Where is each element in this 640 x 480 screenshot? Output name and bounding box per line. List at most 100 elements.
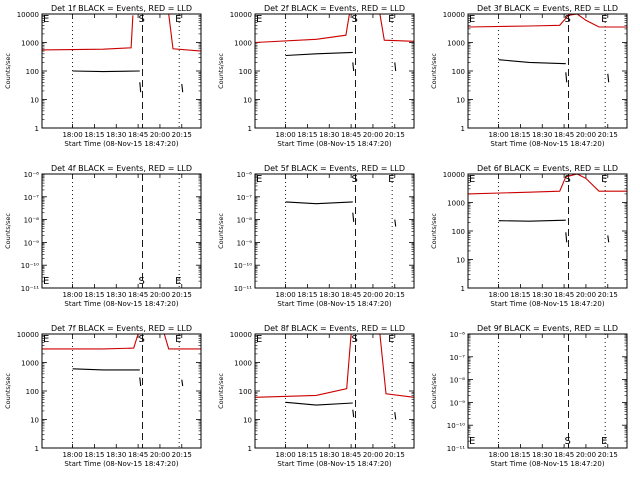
series-line-events xyxy=(139,82,142,93)
interval-marker-s: S xyxy=(138,334,144,345)
x-tick-label: 18:30 xyxy=(532,451,552,459)
chart-panel-3: Det 3f BLACK = Events, RED = LLD 1 10 100 10… xyxy=(430,4,628,148)
series-line-events xyxy=(352,212,355,222)
chart-title: Det 6f BLACK = Events, RED = LLD xyxy=(477,164,618,173)
series-line-lld xyxy=(467,173,627,195)
chart-panel-1: Det 1f BLACK = Events, RED = LLD 1 10 100 10… xyxy=(4,4,202,148)
y-tick-label: 100 xyxy=(26,388,39,396)
plot-frame xyxy=(254,333,415,449)
y-axis-label: Counts/sec xyxy=(430,373,438,409)
y-tick-label: 10⁻⁶ xyxy=(450,331,466,339)
y-tick-label: 1 xyxy=(35,125,39,133)
interval-marker-e: E xyxy=(601,174,607,185)
interval-marker-s: S xyxy=(564,174,570,185)
interval-marker-e: E xyxy=(175,334,181,345)
y-tick-label: 10⁻¹⁰ xyxy=(447,422,465,430)
y-tick-label: 10⁻⁷ xyxy=(24,194,40,202)
x-tick-label: 20:00 xyxy=(576,131,596,139)
y-tick-label: 10⁻⁹ xyxy=(450,399,466,407)
y-tick-label: 100 xyxy=(26,68,39,76)
chart-panel-5: Det 5f BLACK = Events, RED = LLD 10⁻¹¹ 10⁻… xyxy=(217,164,415,308)
y-tick-label: 1 xyxy=(461,285,465,293)
x-tick-label: 18:00 xyxy=(62,131,82,139)
x-tick-label: 20:00 xyxy=(150,131,170,139)
y-tick-label: 10 xyxy=(456,257,465,265)
x-tick-label: 18:30 xyxy=(106,131,126,139)
x-axis-label: Start Time (08-Nov-15 18:47:20) xyxy=(277,300,391,308)
y-tick-label: 100 xyxy=(452,68,465,76)
y-tick-label: 10⁻⁹ xyxy=(24,239,40,247)
y-tick-label: 1000 xyxy=(234,360,252,368)
x-tick-label: 20:00 xyxy=(363,451,383,459)
interval-marker-e: E xyxy=(43,276,49,287)
x-tick-label: 20:15 xyxy=(385,131,405,139)
series-line-events xyxy=(181,83,184,93)
plot-frame xyxy=(41,173,202,289)
chart-title: Det 7f BLACK = Events, RED = LLD xyxy=(51,324,192,333)
series-line-events xyxy=(72,70,140,73)
y-tick-label: 1 xyxy=(461,125,465,133)
chart-panel-7: Det 7f BLACK = Events, RED = LLD 1 10 100 10… xyxy=(4,324,202,468)
x-axis-label: Start Time (08-Nov-15 18:47:20) xyxy=(64,460,178,468)
chart-title: Det 8f BLACK = Events, RED = LLD xyxy=(264,324,405,333)
plot-frame xyxy=(467,333,628,449)
chart-title: Det 4f BLACK = Events, RED = LLD xyxy=(51,164,192,173)
x-tick-label: 18:00 xyxy=(275,451,295,459)
series-line-events xyxy=(394,62,397,72)
x-tick-label: 18:00 xyxy=(275,291,295,299)
series-line-events xyxy=(565,72,568,83)
x-tick-label: 20:15 xyxy=(172,131,192,139)
interval-marker-e: E xyxy=(256,334,262,345)
x-tick-label: 18:30 xyxy=(319,291,339,299)
y-tick-label: 100 xyxy=(239,388,252,396)
y-tick-label: 10000 xyxy=(443,11,465,19)
y-tick-label: 10⁻⁸ xyxy=(237,217,253,225)
y-axis-label: Counts/sec xyxy=(4,53,12,89)
x-tick-label: 18:30 xyxy=(319,131,339,139)
x-tick-label: 20:15 xyxy=(172,451,192,459)
x-tick-label: 20:00 xyxy=(576,451,596,459)
series-line-events xyxy=(285,51,353,57)
y-tick-label: 10⁻⁷ xyxy=(450,354,466,362)
x-tick-label: 18:30 xyxy=(106,451,126,459)
interval-marker-s: S xyxy=(564,436,570,447)
x-axis-label: Start Time (08-Nov-15 18:47:20) xyxy=(64,300,178,308)
x-tick-label: 18:00 xyxy=(488,131,508,139)
y-tick-label: 1 xyxy=(35,445,39,453)
x-tick-label: 20:15 xyxy=(385,451,405,459)
interval-marker-e: E xyxy=(256,14,262,25)
series-line-events xyxy=(285,201,353,205)
y-tick-label: 10000 xyxy=(17,331,39,339)
plot-frame xyxy=(467,173,628,289)
interval-marker-s: S xyxy=(138,14,144,25)
y-axis-label: Counts/sec xyxy=(217,373,225,409)
x-tick-label: 18:00 xyxy=(488,291,508,299)
y-tick-label: 10⁻¹¹ xyxy=(447,445,465,453)
plot-frame xyxy=(254,13,415,129)
series-line-events xyxy=(352,62,355,72)
y-tick-label: 10⁻¹⁰ xyxy=(234,262,252,270)
interval-marker-s: S xyxy=(351,174,357,185)
series-line-events xyxy=(607,235,610,243)
plot-frame xyxy=(254,173,415,289)
interval-marker-e: E xyxy=(469,436,475,447)
y-tick-label: 1000 xyxy=(447,200,465,208)
x-axis-label: Start Time (08-Nov-15 18:47:20) xyxy=(490,300,604,308)
series-line-events xyxy=(394,412,397,420)
y-tick-label: 10 xyxy=(456,97,465,105)
y-tick-label: 10⁻⁷ xyxy=(237,194,253,202)
x-tick-label: 18:45 xyxy=(341,291,361,299)
series-line-events xyxy=(498,59,566,65)
x-tick-label: 18:15 xyxy=(84,451,104,459)
x-tick-label: 18:15 xyxy=(84,131,104,139)
interval-marker-e: E xyxy=(388,174,394,185)
series-line-events xyxy=(139,377,142,387)
x-tick-label: 20:00 xyxy=(150,291,170,299)
x-tick-label: 18:45 xyxy=(128,451,148,459)
series-line-events xyxy=(607,73,610,83)
y-tick-label: 10 xyxy=(30,97,39,105)
series-line-events xyxy=(72,368,140,371)
x-tick-label: 18:45 xyxy=(128,291,148,299)
series-line-events xyxy=(352,409,355,418)
x-tick-label: 20:00 xyxy=(363,131,383,139)
